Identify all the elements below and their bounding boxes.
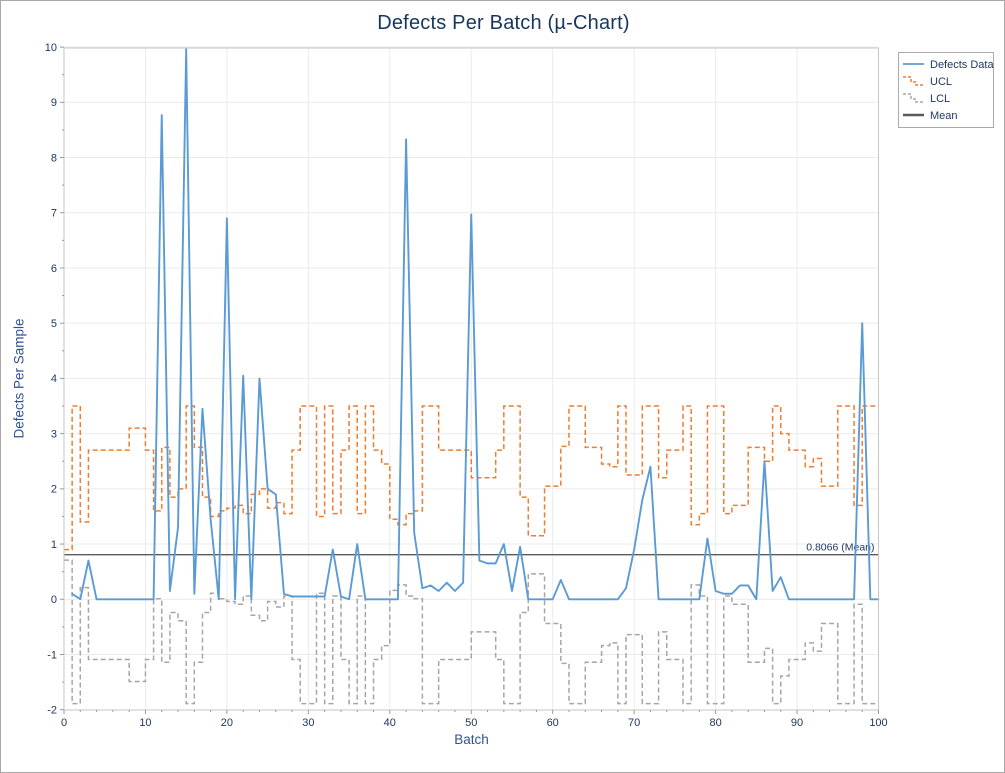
svg-text:40: 40 xyxy=(384,717,396,729)
legend-item-ucl: UCL xyxy=(902,73,989,90)
svg-text:80: 80 xyxy=(709,717,721,729)
svg-text:0: 0 xyxy=(51,594,57,606)
legend-label: Defects Data xyxy=(930,58,994,71)
svg-text:60: 60 xyxy=(547,717,559,729)
svg-text:30: 30 xyxy=(302,717,314,729)
legend-label: LCL xyxy=(930,92,951,105)
svg-text:7: 7 xyxy=(51,208,57,220)
svg-text:6: 6 xyxy=(51,263,57,275)
x-axis-title: Batch xyxy=(454,732,489,747)
legend-label: Mean xyxy=(930,109,958,122)
mean-annotation: 0.8066 (Mean) xyxy=(806,542,874,554)
svg-text:70: 70 xyxy=(628,717,640,729)
legend-label: UCL xyxy=(930,75,953,88)
svg-text:-2: -2 xyxy=(47,705,57,717)
lcl-step-icon xyxy=(903,93,923,103)
svg-text:20: 20 xyxy=(221,717,233,729)
svg-text:10: 10 xyxy=(45,42,57,54)
legend: Defects Data UCL LCL Mean xyxy=(898,52,994,128)
svg-text:90: 90 xyxy=(791,717,803,729)
svg-text:1: 1 xyxy=(51,539,57,551)
svg-text:9: 9 xyxy=(51,97,57,109)
svg-text:2: 2 xyxy=(51,484,57,496)
defects-line-icon xyxy=(903,63,924,65)
svg-text:5: 5 xyxy=(51,318,57,330)
svg-text:10: 10 xyxy=(139,717,151,729)
svg-text:100: 100 xyxy=(869,717,887,729)
legend-item-mean: Mean xyxy=(902,107,989,124)
mean-line-icon xyxy=(903,113,924,117)
svg-text:8: 8 xyxy=(51,152,57,164)
chart-title: Defects Per Batch (µ-Chart) xyxy=(377,12,630,34)
ucl-step-icon xyxy=(903,76,923,86)
svg-text:0: 0 xyxy=(61,717,67,729)
legend-item-defects-data: Defects Data xyxy=(902,56,994,73)
svg-text:-1: -1 xyxy=(47,649,57,661)
legend-item-lcl: LCL xyxy=(902,90,989,107)
svg-text:4: 4 xyxy=(51,373,57,385)
svg-text:3: 3 xyxy=(51,428,57,440)
svg-text:50: 50 xyxy=(465,717,477,729)
